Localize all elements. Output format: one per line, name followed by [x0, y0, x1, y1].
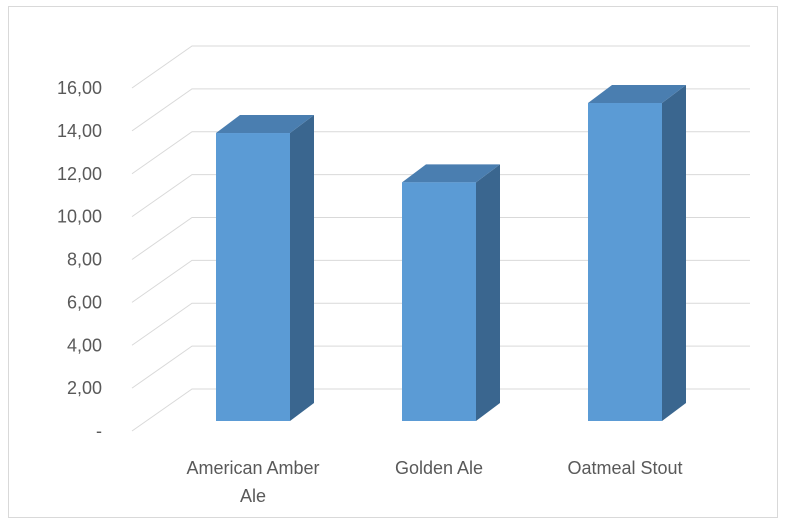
y-tick-label: 4,00 [67, 335, 102, 355]
gridlines [131, 45, 750, 432]
gridline [131, 174, 750, 218]
bar [402, 164, 500, 421]
bar-side-face [476, 164, 500, 421]
x-tick-label: Oatmeal Stout [567, 458, 682, 478]
bar-side-face [662, 85, 686, 421]
bar-front-face [216, 133, 290, 422]
bar-front-face [402, 182, 476, 421]
y-tick-label: 2,00 [67, 378, 102, 398]
gridline [131, 45, 750, 89]
gridline [131, 388, 750, 432]
y-tick-label: - [96, 421, 102, 441]
y-tick-label: 10,00 [57, 207, 102, 227]
bar-top-face [402, 164, 500, 183]
y-tick-label: 6,00 [67, 292, 102, 312]
bar-side-face [290, 115, 314, 422]
x-axis: American Amber Ale Golden Ale Oatmeal Stout [186, 458, 682, 506]
y-tick-label: 12,00 [57, 164, 102, 184]
bar-front-face [588, 103, 662, 421]
y-tick-label: 16,00 [57, 78, 102, 98]
x-tick-label: Golden Ale [395, 458, 483, 478]
y-tick-label: 14,00 [57, 121, 102, 141]
bar-top-face [588, 85, 686, 104]
gridline [131, 259, 750, 303]
bar [588, 85, 686, 421]
gridline [131, 217, 750, 260]
gridline [131, 302, 750, 346]
gridline [131, 131, 750, 175]
gridline [131, 345, 750, 389]
y-tick-label: 8,00 [67, 250, 102, 270]
x-tick-label: American Amber Ale [186, 458, 319, 506]
gridline [131, 88, 750, 132]
y-axis: - 2,00 4,00 6,00 8,00 10,00 12,00 14,00 16,00 [57, 78, 102, 441]
bar [216, 115, 314, 422]
bar-top-face [216, 115, 314, 134]
bars [216, 85, 686, 422]
